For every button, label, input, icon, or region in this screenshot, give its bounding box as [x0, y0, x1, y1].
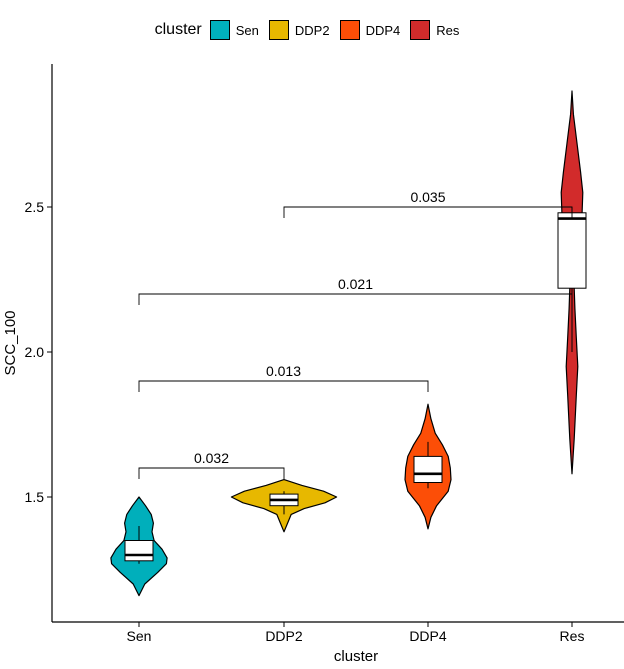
legend-item-ddp2: DDP2 [268, 20, 330, 40]
y-ticks: 1.5 2.0 2.5 [25, 199, 52, 505]
bracket-line [138, 293, 573, 305]
legend-label-ddp4: DDP4 [365, 22, 401, 38]
legend-key-res [410, 20, 431, 40]
p-value-label: 0.013 [266, 363, 301, 379]
boxplots-layer [124, 207, 587, 564]
box [557, 212, 587, 289]
legend-item-ddp4: DDP4 [339, 20, 401, 40]
x-ticks: Sen DDP2 DDP4 Res [127, 622, 585, 644]
bracket-line [138, 380, 429, 392]
y-tick-label: 2.0 [25, 344, 45, 360]
bracket-line [138, 467, 285, 479]
p-value-label: 0.035 [410, 189, 445, 205]
axes-layer: 1.5 2.0 2.5 Sen DDP2 DDP4 Res cluster SCC_100 [2, 64, 624, 665]
y-tick-label: 2.5 [25, 199, 45, 215]
violins-layer [110, 90, 584, 597]
legend-item-res: Res [410, 20, 459, 40]
box [124, 540, 154, 562]
legend-key-ddp2 [268, 20, 289, 40]
legend-key-sen [209, 20, 230, 40]
x-tick-label: DDP2 [265, 628, 303, 644]
boxplot-ddp4 [413, 441, 443, 489]
legend-label-res: Res [436, 22, 460, 38]
x-axis-title: cluster [334, 648, 378, 665]
p-value-label: 0.021 [338, 276, 373, 292]
comparison-bracket-4: 0.035 [283, 189, 573, 218]
boxplot-ddp2 [269, 491, 299, 515]
bracket-line [283, 206, 573, 218]
comparison-bracket-2: 0.013 [138, 363, 429, 392]
comparison-bracket-3: 0.021 [138, 276, 573, 305]
legend: cluster Sen DDP2 DDP4 Res [0, 17, 624, 43]
legend-item-sen: Sen [209, 20, 259, 40]
legend-key-ddp4 [339, 20, 360, 40]
comparison-bracket-1: 0.032 [138, 450, 285, 479]
x-tick-label: Res [560, 628, 585, 644]
x-tick-label: DDP4 [409, 628, 447, 644]
box [413, 455, 443, 483]
y-axis-title: SCC_100 [2, 310, 19, 375]
legend-label-ddp2: DDP2 [294, 22, 330, 38]
legend-title: cluster [154, 21, 202, 38]
x-tick-label: Sen [127, 628, 152, 644]
p-value-label: 0.032 [194, 450, 229, 466]
comparison-brackets-layer: 0.032 0.013 0.021 0.035 [138, 189, 573, 479]
boxplot-res [557, 207, 587, 352]
boxplot-sen [124, 526, 154, 564]
legend-label-sen: Sen [235, 22, 259, 38]
y-tick-label: 1.5 [25, 489, 45, 505]
